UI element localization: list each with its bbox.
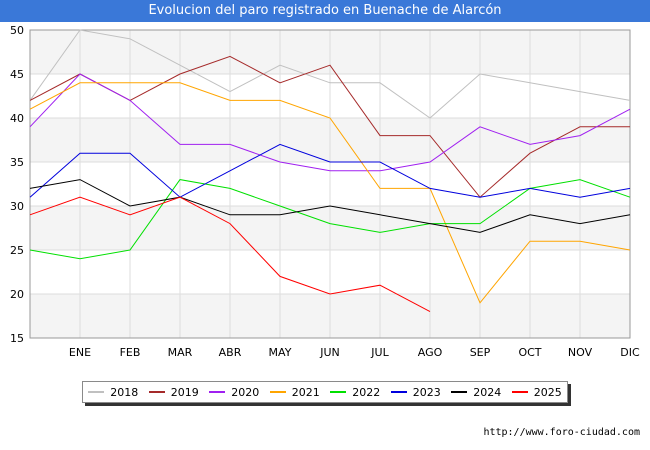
legend-item-2019: 2019 — [148, 385, 199, 399]
x-axis-tick-labels: ENE FEB MAR ABR MAY JUN JUL AGO SEP OCT NOV DIC — [69, 346, 640, 359]
series-lines — [29, 29, 631, 313]
legend-label: 2018 — [110, 385, 139, 399]
legend-swatch — [88, 391, 105, 393]
legend-swatch — [330, 391, 347, 393]
legend-item-2020: 2020 — [209, 386, 259, 399]
source-link[interactable]: http://www.foro-ciudad.com — [483, 427, 640, 438]
x-tick-label: DIC — [620, 346, 640, 359]
x-tick-label: ENE — [69, 346, 91, 359]
y-tick-label: 25 — [10, 244, 24, 257]
legend-swatch — [209, 391, 226, 393]
legend-swatch — [511, 391, 528, 393]
legend-item-2024: 2024 — [451, 386, 501, 399]
legend-label: 2022 — [352, 385, 381, 399]
legend: 2018 2019 2020 2021 2022 2023 2024 2025 — [82, 381, 568, 403]
y-tick-label: 30 — [10, 200, 24, 213]
legend-swatch — [148, 391, 165, 393]
legend-label: 2020 — [231, 385, 260, 399]
series-line-2025 — [29, 196, 431, 313]
legend-label: 2024 — [473, 385, 502, 399]
y-tick-label: 20 — [10, 288, 24, 301]
x-tick-label: MAR — [168, 346, 193, 359]
series-line-2023 — [29, 143, 631, 198]
x-tick-label: ABR — [219, 346, 242, 359]
y-tick-label: 15 — [10, 332, 24, 345]
legend-swatch — [390, 391, 407, 393]
x-tick-label: FEB — [120, 346, 141, 359]
x-tick-label: AGO — [418, 346, 443, 359]
legend-item-2025: 2025 — [511, 385, 562, 399]
legend-label: 2023 — [412, 385, 441, 399]
plot-frame — [29, 29, 631, 339]
series-line-2018 — [29, 29, 631, 119]
y-tick-label: 40 — [10, 112, 24, 125]
chart-title: Evolucion del paro registrado en Buenach… — [0, 0, 650, 22]
y-tick-label: 45 — [10, 68, 24, 81]
legend-item-2022: 2022 — [330, 386, 380, 399]
x-tick-label: JUL — [370, 346, 389, 359]
y-tick-label: 50 — [10, 24, 24, 37]
legend-swatch — [451, 391, 468, 393]
legend-label: 2025 — [533, 385, 562, 399]
legend-label: 2019 — [170, 385, 199, 399]
series-line-2021 — [29, 82, 631, 304]
x-tick-label: MAY — [269, 346, 292, 359]
legend-item-2023: 2023 — [390, 385, 441, 399]
y-tick-label: 35 — [10, 156, 24, 169]
legend-item-2018: 2018 — [88, 386, 138, 399]
x-tick-label: JUN — [319, 346, 340, 359]
y-axis-tick-labels: 15 20 25 30 35 40 45 50 — [10, 24, 24, 345]
x-tick-label: NOV — [568, 346, 593, 359]
legend-swatch — [269, 391, 286, 393]
series-line-2024 — [29, 179, 631, 233]
x-tick-label: SEP — [470, 346, 491, 359]
series-line-2020 — [29, 73, 631, 172]
legend-label: 2021 — [291, 385, 320, 399]
x-tick-label: OCT — [518, 346, 541, 359]
legend-item-2021: 2021 — [269, 385, 320, 399]
